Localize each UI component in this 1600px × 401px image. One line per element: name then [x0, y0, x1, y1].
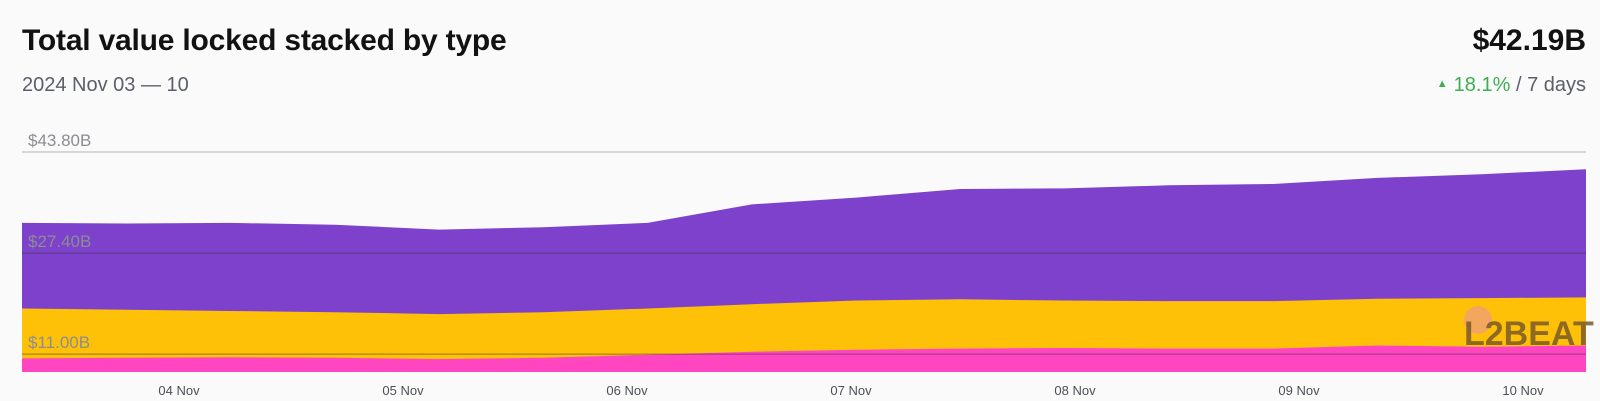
x-tick-label: 08 Nov	[1054, 383, 1096, 398]
x-tick-label: 06 Nov	[606, 383, 648, 398]
x-tick-label: 04 Nov	[158, 383, 200, 398]
change-percent: 18.1%	[1453, 74, 1511, 96]
change-summary: ▲ 18.1% / 7 days	[1437, 74, 1586, 97]
total-value: $42.19B	[1472, 24, 1586, 57]
chart-title: Total value locked stacked by type	[22, 24, 507, 57]
x-tick-label: 10 Nov	[1502, 383, 1544, 398]
native-area	[22, 345, 1586, 372]
x-tick-label: 05 Nov	[382, 383, 424, 398]
watermark-heart-icon	[1464, 306, 1492, 334]
y-tick-label: $11.00B	[28, 333, 90, 352]
y-tick-label: $27.40B	[28, 232, 91, 251]
change-period: / 7 days	[1515, 74, 1586, 96]
watermark-logo: L2BEAT	[1464, 315, 1594, 353]
up-arrow-icon: ▲	[1436, 78, 1448, 90]
x-tick-label: 09 Nov	[1278, 383, 1320, 398]
x-tick-label: 07 Nov	[830, 383, 872, 398]
date-range: 2024 Nov 03 — 10	[22, 74, 189, 96]
y-tick-label: $43.80B	[28, 131, 91, 150]
